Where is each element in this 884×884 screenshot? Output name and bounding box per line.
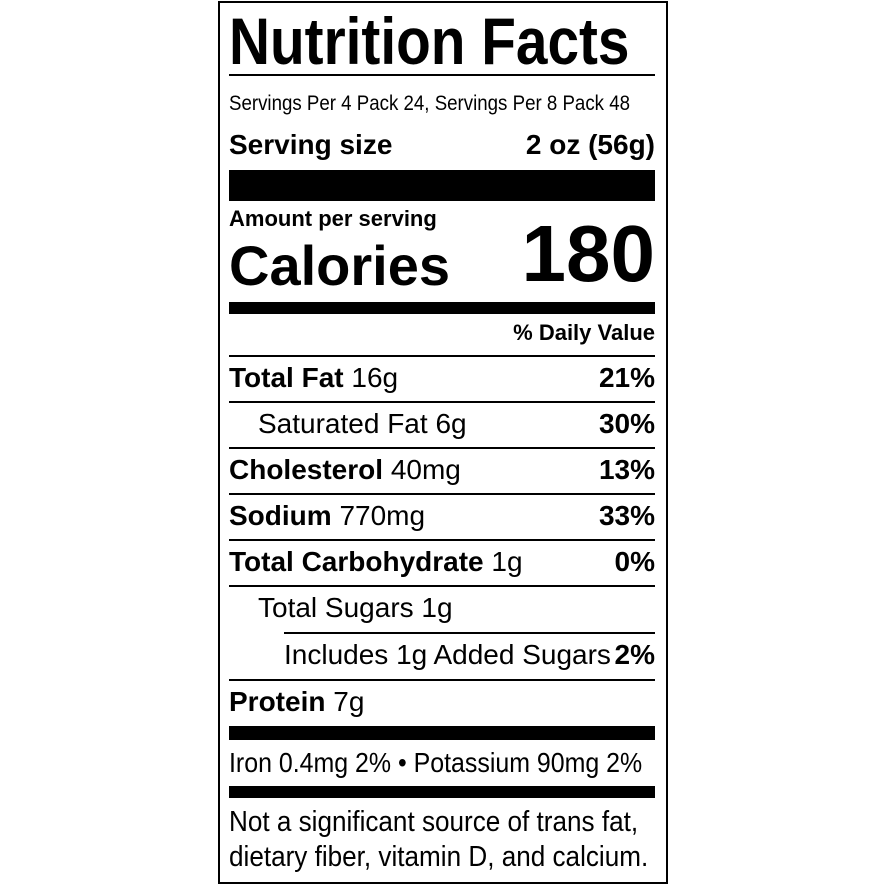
nutrient-amount: 770mg (339, 500, 426, 531)
nutrient-name: Sodium (229, 500, 332, 531)
serving-size-value: 2 oz (56g) (525, 129, 655, 160)
nutrient-row-sodium: Sodium 770mg (229, 502, 425, 530)
nutrient-amount: 16g (351, 362, 399, 393)
nutrient-amount: 7g (333, 686, 365, 717)
nutrient-amount: 6g (435, 408, 467, 439)
nutrient-row-saturated-fat: Saturated Fat 6g (258, 410, 467, 438)
nutrient-amount: 1g (491, 546, 523, 577)
nutrient-amount: 1g (421, 592, 453, 623)
nutrient-dv: 21% (598, 362, 655, 393)
nutrient-dv: 33% (598, 500, 655, 531)
nutrient-amount: 40mg (390, 454, 461, 485)
nutrient-name: Total Sugars (258, 592, 414, 623)
nutrient-row-total-fat: Total Fat 16g (229, 364, 398, 392)
footnote-line-2: dietary fiber, vitamin D, and calcium. (229, 841, 649, 873)
amount-per-serving: Amount per serving (229, 206, 437, 231)
serving-size-label: Serving size (229, 129, 393, 160)
label-title: Nutrition Facts (229, 4, 630, 78)
micronutrients: Iron 0.4mg 2% • Potassium 90mg 2% (229, 747, 643, 778)
medium-bar (229, 786, 655, 798)
calories-label: Calories (229, 234, 450, 297)
nutrient-name: Cholesterol (229, 454, 384, 485)
divider (229, 539, 655, 541)
nutrient-row-cholesterol: Cholesterol 40mg (229, 456, 461, 484)
nutrition-label (218, 1, 668, 884)
nutrient-name: Total Fat (229, 362, 344, 393)
divider (229, 401, 655, 403)
divider (229, 355, 655, 357)
medium-bar (229, 302, 655, 314)
thick-bar (229, 726, 655, 740)
divider (229, 493, 655, 495)
nutrient-row-protein: Protein 7g (229, 688, 364, 716)
nutrient-dv: 0% (614, 546, 655, 577)
nutrient-dv: 2% (614, 639, 655, 670)
footnote-line-1: Not a significant source of trans fat, (229, 806, 639, 838)
nutrient-name: Protein (229, 686, 326, 717)
thick-bar (229, 170, 655, 201)
nutrient-name: Total Carbohydrate (229, 546, 484, 577)
divider (229, 447, 655, 449)
daily-value-header: % Daily Value (513, 320, 655, 345)
nutrient-row-total-sugars: Total Sugars 1g (258, 594, 453, 622)
nutrient-name: Saturated Fat (258, 408, 428, 439)
calories-value: 180 (521, 209, 655, 298)
servings-per-container: Servings Per 4 Pack 24, Servings Per 8 P… (229, 92, 631, 115)
nutrient-dv: 13% (598, 454, 655, 485)
nutrient-dv: 30% (598, 408, 655, 439)
nutrient-row-added-sugars: Includes 1g Added Sugars (284, 639, 611, 670)
divider (229, 679, 655, 681)
divider (229, 585, 655, 587)
nutrient-row-total-carbohydrate: Total Carbohydrate 1g (229, 548, 523, 576)
divider (229, 74, 655, 76)
divider (284, 632, 655, 634)
